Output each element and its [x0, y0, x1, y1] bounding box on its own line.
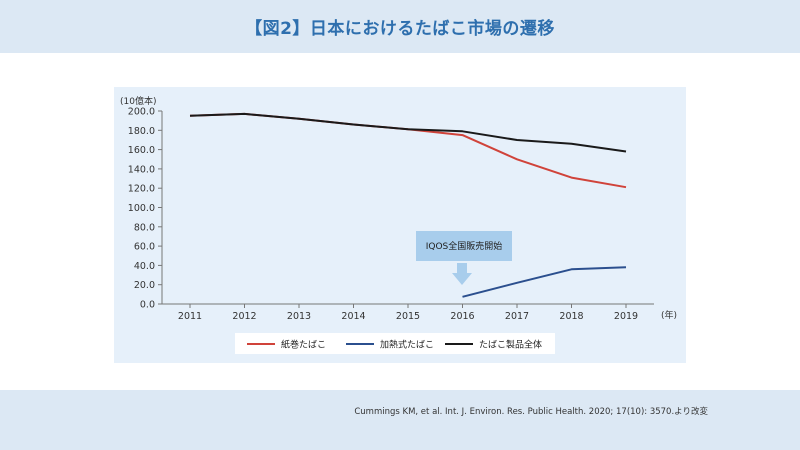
y-axis-unit-label: (10億本)	[120, 95, 156, 107]
legend-label: 紙巻たばこ	[281, 339, 326, 351]
annotation-arrow	[452, 263, 472, 285]
y-tick-label: 160.0	[128, 145, 155, 156]
page-title: 【図2】日本におけるたばこ市場の遷移	[245, 19, 555, 39]
annotation-box	[416, 231, 512, 261]
legend-box	[235, 333, 555, 354]
series-line-0	[189, 112, 627, 189]
legend-item-0: 紙巻たばこ	[247, 339, 326, 351]
citation: Cummings KM, et al. Int. J. Environ. Res…	[354, 407, 708, 417]
y-tick-label: 60.0	[134, 242, 155, 253]
y-tick-label: 20.0	[134, 280, 155, 291]
x-axis-unit-label: (年)	[661, 309, 677, 321]
legend-item-2: たばこ製品全体	[445, 339, 542, 351]
y-tick-label: 40.0	[134, 261, 155, 272]
legend-label: 加熱式たばこ	[380, 339, 434, 351]
chart-panel	[114, 87, 686, 363]
legend-label: たばこ製品全体	[479, 339, 542, 351]
footer-band	[0, 390, 800, 450]
x-tick-label: 2011	[178, 311, 202, 322]
y-tick-label: 120.0	[128, 184, 155, 195]
series-line-1	[462, 266, 627, 298]
y-tick-label: 180.0	[128, 126, 155, 137]
y-tick-label: 100.0	[128, 203, 155, 214]
title-band: 【図2】日本におけるたばこ市場の遷移	[0, 0, 800, 53]
y-tick-label: 140.0	[128, 164, 155, 175]
series-line-2	[189, 112, 627, 153]
x-tick-label: 2016	[450, 311, 474, 322]
legend-item-1: 加熱式たばこ	[346, 339, 434, 351]
x-tick-label: 2019	[614, 311, 638, 322]
x-tick-label: 2012	[232, 311, 256, 322]
x-tick-label: 2017	[505, 311, 529, 322]
y-tick-label: 80.0	[134, 222, 155, 233]
x-tick-label: 2018	[559, 311, 583, 322]
y-tick-label: 200.0	[128, 107, 155, 118]
iqos-annotation: IQOS全国販売開始	[416, 231, 512, 285]
annotation-text: IQOS全国販売開始	[426, 240, 503, 252]
x-tick-label: 2015	[396, 311, 420, 322]
y-tick-label: 0.0	[140, 300, 155, 311]
x-tick-label: 2013	[287, 311, 311, 322]
x-tick-label: 2014	[341, 311, 365, 322]
